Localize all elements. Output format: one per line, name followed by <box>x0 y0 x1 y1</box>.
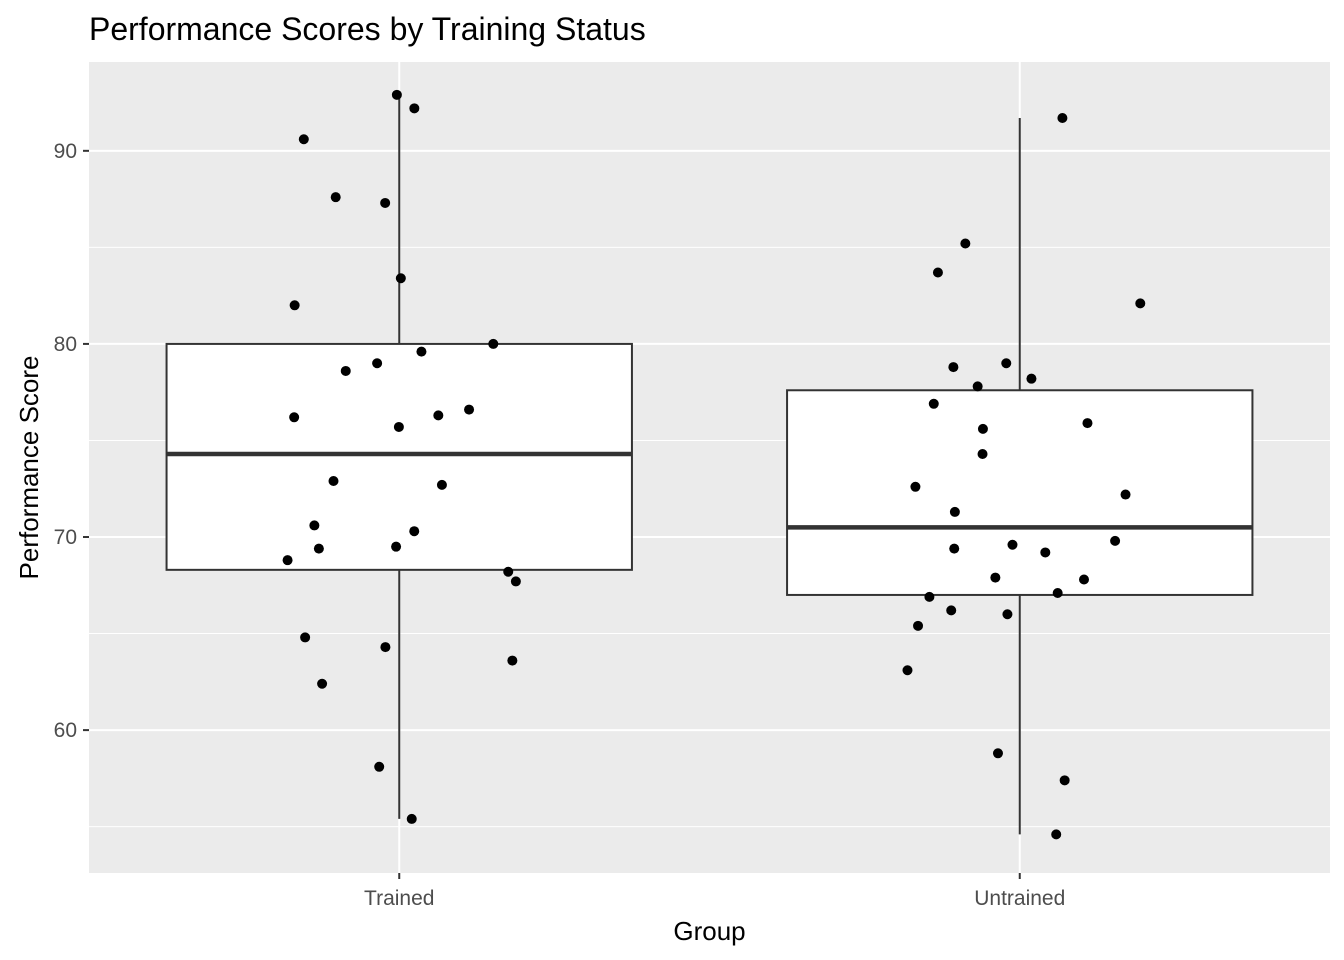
data-point <box>1040 547 1051 558</box>
data-point <box>328 476 339 487</box>
y-tick-label: 80 <box>54 333 77 356</box>
data-point <box>289 412 300 423</box>
data-point <box>990 572 1001 583</box>
data-point <box>946 605 957 616</box>
data-point <box>1051 829 1062 840</box>
data-point <box>313 543 324 554</box>
data-point <box>391 89 402 100</box>
data-point <box>289 300 300 311</box>
data-point <box>1057 112 1068 123</box>
data-point <box>972 381 983 392</box>
data-point <box>300 632 311 643</box>
data-point <box>949 543 960 554</box>
data-point <box>393 421 404 432</box>
y-tick-label: 60 <box>54 719 77 742</box>
data-point <box>1110 535 1121 546</box>
data-point <box>1079 574 1090 585</box>
data-point <box>282 555 293 566</box>
data-point <box>1059 775 1070 786</box>
x-tick-label: Untrained <box>974 887 1065 910</box>
data-point <box>1026 373 1037 384</box>
data-point <box>380 197 391 208</box>
y-tick-label: 70 <box>54 526 77 549</box>
data-point <box>406 813 417 824</box>
data-point <box>949 506 960 517</box>
chart-title: Performance Scores by Training Status <box>89 11 646 47</box>
box-untrained <box>786 117 1254 835</box>
data-point <box>433 410 444 421</box>
data-point <box>464 404 475 415</box>
box-trained <box>165 94 633 819</box>
data-point <box>1007 539 1018 550</box>
data-point <box>309 520 320 531</box>
data-point <box>924 591 935 602</box>
data-point <box>488 338 499 349</box>
data-point <box>932 267 943 278</box>
data-point <box>503 566 514 577</box>
data-point <box>992 748 1003 759</box>
data-point <box>374 761 385 772</box>
axes: 60 70 80 90 Trained Untrained <box>54 140 1066 910</box>
data-point <box>1052 588 1063 599</box>
x-tick-label: Trained <box>364 887 434 910</box>
y-tick-label: 90 <box>54 140 77 163</box>
data-point <box>340 365 351 376</box>
iqr-box <box>165 342 633 571</box>
data-point <box>436 479 447 490</box>
data-point <box>948 362 959 373</box>
data-point <box>913 620 924 631</box>
data-point <box>928 398 939 409</box>
data-point <box>330 192 341 203</box>
data-point <box>977 448 988 459</box>
data-point <box>395 273 406 284</box>
data-point <box>416 346 427 357</box>
data-point <box>298 134 309 145</box>
data-point <box>317 678 328 689</box>
data-point <box>1002 609 1013 620</box>
data-point <box>380 642 391 653</box>
data-point <box>977 423 988 434</box>
x-axis-title: Group <box>673 916 745 946</box>
data-point <box>391 541 402 552</box>
data-point <box>510 576 521 587</box>
data-point <box>910 481 921 492</box>
data-point <box>1120 489 1131 500</box>
data-point <box>1001 358 1012 369</box>
data-point <box>409 526 420 537</box>
y-axis-title: Performance Score <box>14 356 44 580</box>
data-points <box>282 89 1146 840</box>
data-point <box>902 665 913 676</box>
iqr-box <box>786 389 1254 596</box>
data-point <box>409 103 420 114</box>
data-point <box>1135 298 1146 309</box>
boxes <box>165 94 1254 835</box>
data-point <box>372 358 383 369</box>
data-point <box>1082 418 1093 429</box>
data-point <box>960 238 971 249</box>
data-point <box>507 655 518 666</box>
